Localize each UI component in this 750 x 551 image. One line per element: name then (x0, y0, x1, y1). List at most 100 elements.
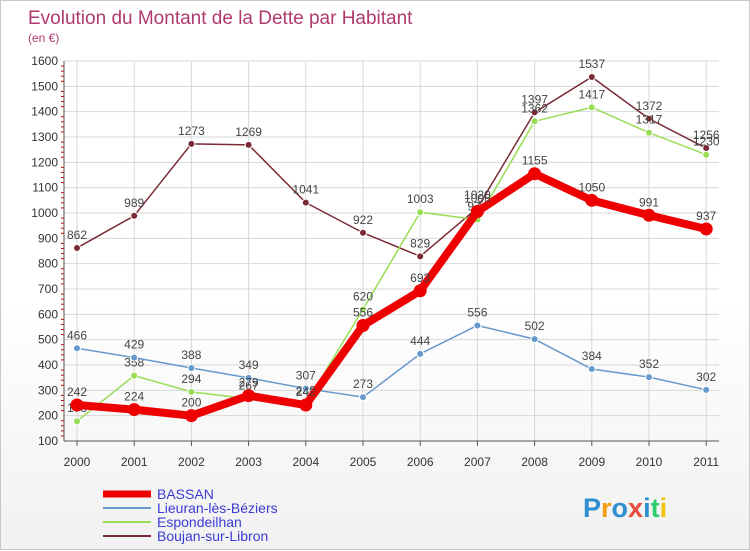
data-label: 1230 (693, 135, 720, 149)
data-point (244, 140, 253, 149)
data-label: 307 (296, 369, 316, 383)
data-label: 693 (410, 271, 430, 285)
svg-text:Proxiti: Proxiti (583, 493, 667, 523)
data-label: 556 (467, 305, 487, 319)
y-tick-label: 200 (38, 409, 58, 423)
data-point (359, 393, 367, 402)
x-tick-label: 2004 (292, 455, 319, 469)
data-point (130, 353, 139, 362)
data-label: 200 (181, 396, 201, 410)
data-label: 1041 (292, 183, 319, 197)
data-point (473, 321, 482, 330)
series-line (76, 76, 707, 258)
data-label: 1050 (578, 180, 605, 194)
data-point (528, 167, 542, 181)
data-point (587, 72, 596, 81)
series-line (76, 106, 707, 422)
legend-label: Lieuran-lès-Béziers (157, 500, 278, 516)
series-layer: 862 989 1273 1269 1041 922 829 1020 1397 1537 1372… (67, 57, 720, 426)
data-point (702, 150, 711, 159)
x-tick-label: 2011 (693, 455, 719, 469)
data-point (413, 284, 427, 298)
data-label: 352 (639, 357, 659, 371)
data-point (356, 318, 370, 332)
data-label: 1006 (464, 191, 491, 205)
axes: 100 200 300 400 500 600 700 800 900 1000 1100 1200 1… (31, 54, 719, 469)
y-tick-label: 100 (38, 434, 58, 448)
series-bassan: 242 224 200 279 242 556 693 1006 1155 1050 991 937 (67, 154, 717, 423)
data-label: 502 (525, 319, 545, 333)
data-label: 384 (582, 349, 602, 363)
data-label: 862 (67, 228, 87, 242)
y-tick-label: 800 (38, 257, 58, 271)
data-label: 1372 (636, 99, 663, 113)
y-tick-label: 1100 (32, 181, 58, 195)
x-tick-label: 2002 (178, 455, 205, 469)
data-point (645, 373, 653, 382)
proxiti-logo: Proxiti (583, 493, 667, 523)
data-point (587, 365, 596, 374)
x-tick-label: 2006 (407, 455, 434, 469)
data-label: 922 (353, 213, 373, 227)
data-point (587, 103, 596, 112)
data-label: 429 (124, 338, 144, 352)
series-line (76, 324, 707, 398)
y-tick-label: 1400 (31, 105, 58, 119)
data-label: 349 (239, 358, 259, 372)
y-tick-label: 1000 (31, 206, 58, 220)
series-line (76, 169, 708, 420)
x-tick-label: 2008 (521, 455, 548, 469)
data-label: 1397 (521, 92, 548, 106)
data-point (242, 389, 256, 403)
data-point (184, 409, 198, 423)
data-point (359, 305, 367, 314)
data-label: 556 (353, 305, 373, 319)
data-label: 1273 (178, 124, 205, 138)
legend-label: Espondeilhan (157, 514, 242, 530)
x-tick-label: 2005 (350, 455, 377, 469)
y-tick-label: 500 (38, 333, 58, 347)
y-tick-label: 1300 (31, 130, 58, 144)
data-point (470, 204, 484, 218)
x-tick-label: 2010 (636, 455, 663, 469)
data-point (416, 208, 425, 217)
legend-item: Espondeilhan (103, 514, 242, 530)
legend-label: Boujan-sur-Libron (157, 528, 268, 544)
y-tick-label: 700 (38, 282, 58, 296)
data-point (585, 193, 599, 207)
legend-item: Lieuran-lès-Béziers (103, 500, 278, 516)
y-tick-label: 400 (38, 358, 58, 372)
data-label: 466 (67, 328, 87, 342)
data-point (416, 349, 425, 358)
data-point (642, 208, 656, 222)
series-boujan-sur-libron: 862 989 1273 1269 1041 922 829 1020 1397 1537 1372… (67, 57, 720, 261)
x-tick-label: 2000 (64, 455, 91, 469)
y-tick-label: 300 (38, 383, 58, 397)
data-label: 242 (296, 385, 316, 399)
legend-item: Boujan-sur-Libron (103, 528, 268, 544)
x-tick-label: 2007 (464, 455, 491, 469)
data-label: 388 (181, 348, 201, 362)
data-label: 1269 (235, 125, 262, 139)
data-point (645, 128, 653, 137)
data-point (299, 398, 313, 412)
series-lieuran-l-s-b-ziers: 466 429 388 349 307 273 444 556 502 384 352 302 (67, 305, 717, 402)
data-point (416, 252, 425, 261)
data-point (127, 403, 141, 417)
data-label: 1537 (578, 57, 605, 71)
data-point (73, 344, 81, 353)
y-tick-label: 1200 (31, 155, 58, 169)
data-point (187, 364, 196, 373)
data-label: 1003 (407, 192, 434, 206)
data-point (530, 117, 539, 126)
data-point (187, 139, 196, 148)
legend-label: BASSAN (157, 486, 214, 502)
data-label: 937 (696, 209, 716, 223)
chart-title: Evolution du Montant de la Dette par Hab… (28, 8, 413, 29)
data-label: 1317 (636, 113, 663, 127)
data-label: 620 (353, 289, 373, 303)
data-label: 302 (696, 370, 716, 384)
data-label: 273 (353, 377, 373, 391)
